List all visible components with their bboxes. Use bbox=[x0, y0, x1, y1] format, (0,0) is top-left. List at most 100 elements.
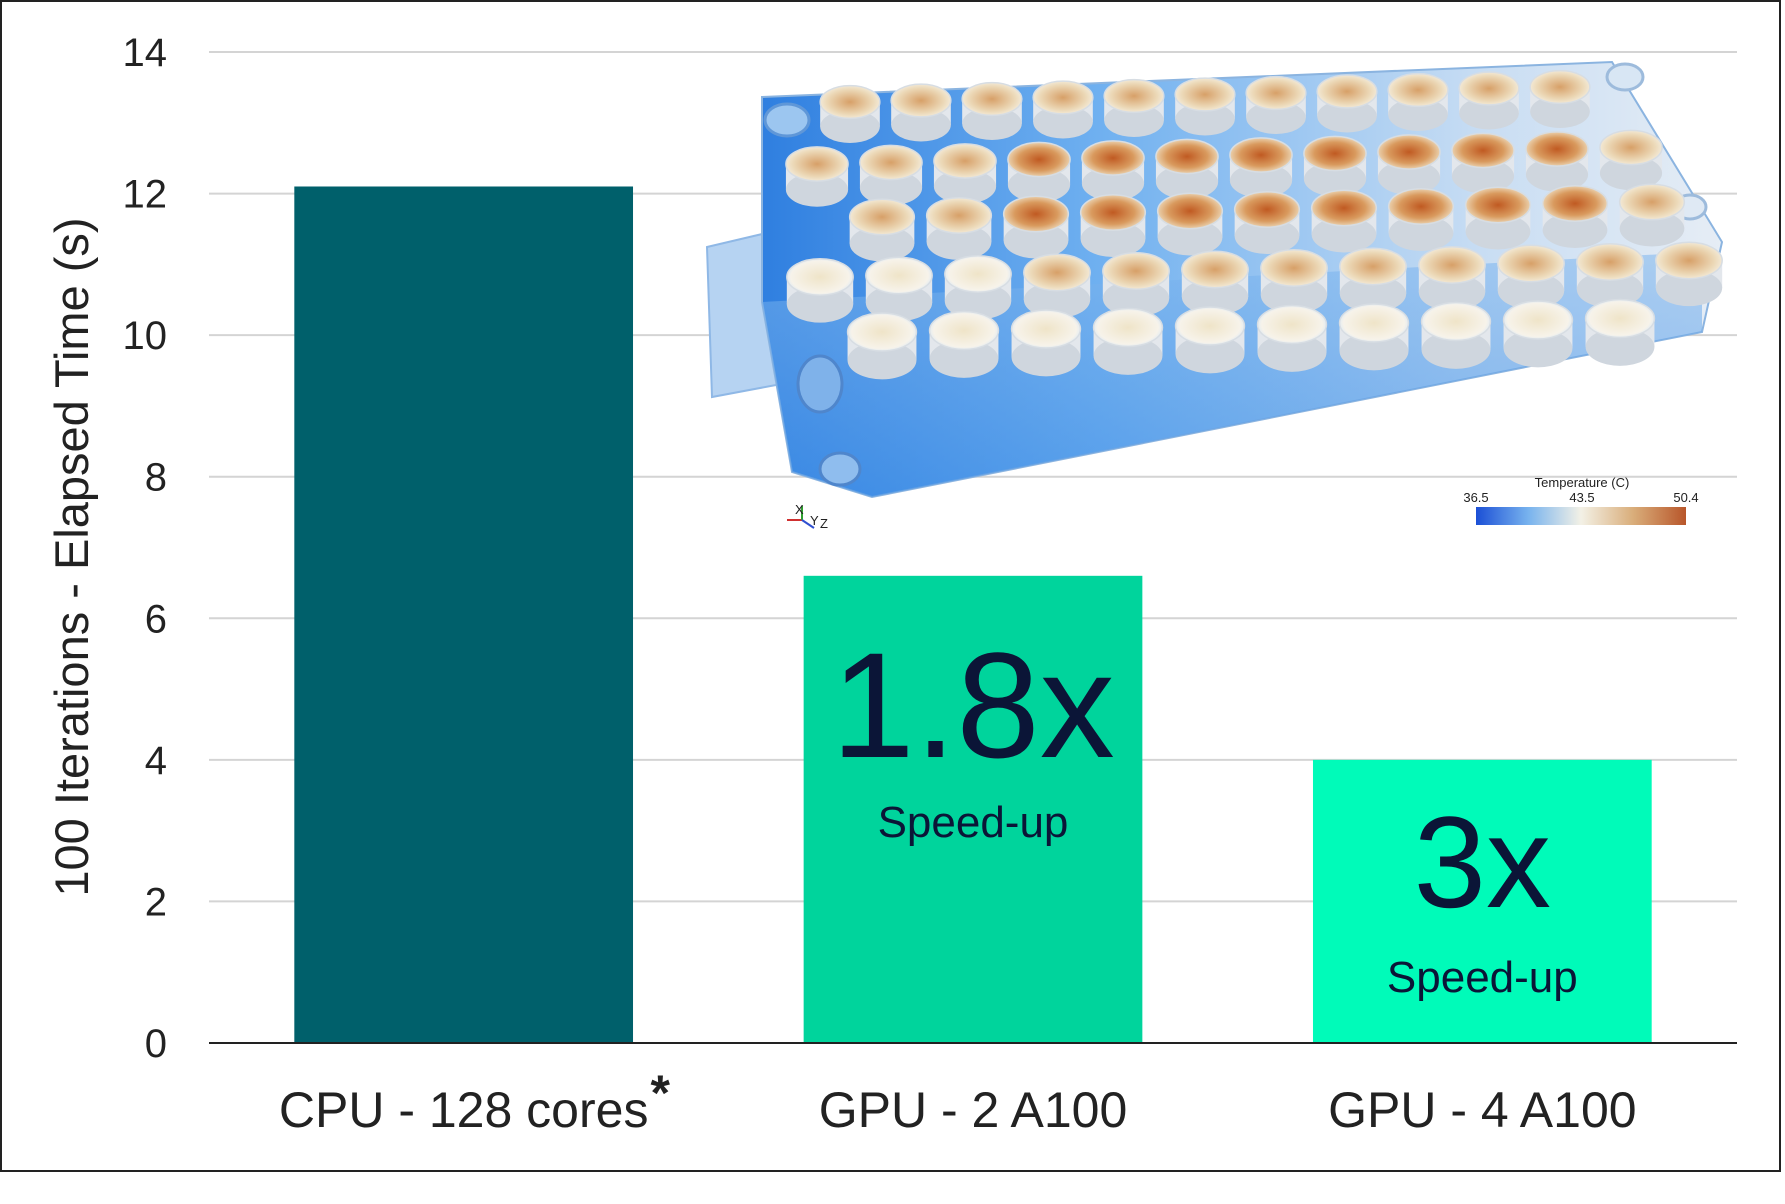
cell-bottom bbox=[1023, 281, 1091, 319]
y-tick-label: 4 bbox=[145, 739, 167, 783]
cell-cap bbox=[1464, 186, 1532, 224]
cell-bottom bbox=[865, 284, 933, 322]
cell-bottom bbox=[1246, 101, 1306, 135]
cell-cap bbox=[933, 143, 997, 179]
cell-cap bbox=[1525, 131, 1589, 167]
cell-cap bbox=[944, 255, 1012, 293]
cell-cap bbox=[846, 312, 918, 352]
cell-bottom bbox=[1542, 212, 1608, 248]
cell-cap bbox=[1023, 253, 1091, 292]
colorbar-min: 36.5 bbox=[1463, 490, 1488, 505]
cell-cap bbox=[1081, 140, 1145, 176]
y-axis-label: 100 Iterations - Elapsed Time (s) bbox=[45, 217, 98, 896]
cell-cap bbox=[1338, 303, 1410, 343]
coolant-port bbox=[763, 102, 811, 138]
x-category-label: CPU - 128 cores bbox=[279, 1082, 649, 1138]
cell-cap bbox=[819, 84, 881, 120]
cell-cap bbox=[1584, 298, 1656, 339]
cell-bottom bbox=[1451, 159, 1515, 194]
cell-cap bbox=[1079, 193, 1147, 232]
cell-bottom bbox=[820, 110, 880, 144]
bar bbox=[803, 575, 1143, 1043]
cell-cap bbox=[1174, 77, 1236, 112]
bars bbox=[294, 186, 1652, 1043]
cell-cap bbox=[1377, 134, 1441, 170]
cell-cap bbox=[890, 83, 952, 118]
cell-cap bbox=[961, 81, 1023, 117]
cell-bottom bbox=[1157, 219, 1223, 256]
cell-bottom bbox=[891, 108, 951, 142]
cell-cap bbox=[1316, 74, 1378, 109]
cell-cap bbox=[1618, 183, 1686, 221]
cell-cap bbox=[1529, 69, 1591, 105]
cell-bottom bbox=[1619, 210, 1685, 247]
cell-cap bbox=[1458, 71, 1520, 106]
cell-cap bbox=[1007, 141, 1071, 178]
coolant-port bbox=[796, 354, 844, 414]
cell-cap bbox=[1576, 243, 1644, 281]
cell-bottom bbox=[1421, 330, 1491, 369]
category-footnote-mark: * bbox=[650, 1065, 670, 1121]
cell-bottom bbox=[1339, 332, 1409, 371]
cell-bottom bbox=[929, 339, 999, 378]
colorbar-gradient bbox=[1476, 507, 1686, 525]
cell-bottom bbox=[1234, 218, 1300, 254]
axis-y-label: Y bbox=[810, 513, 819, 528]
speedup-label: Speed-up bbox=[878, 798, 1069, 847]
cell-bottom bbox=[1181, 278, 1249, 316]
cell-bottom bbox=[1311, 216, 1377, 253]
cell-bottom bbox=[1530, 95, 1590, 129]
cell-bottom bbox=[1011, 338, 1081, 377]
chart-frame: 0 2 4 6 8 10 12 14 100 Iterations - Elapsed Tim… bbox=[0, 0, 1781, 1172]
speedup-value: 3x bbox=[1414, 789, 1551, 935]
cell-cap bbox=[1181, 250, 1249, 289]
cell-cap bbox=[1002, 195, 1070, 233]
cell-cap bbox=[1420, 301, 1492, 342]
cell-cap bbox=[1174, 306, 1246, 346]
cell-bottom bbox=[1257, 333, 1327, 372]
cell-bottom bbox=[1525, 157, 1589, 192]
cell-cap bbox=[1339, 247, 1407, 286]
x-category-label: GPU - 2 A100 bbox=[819, 1082, 1128, 1138]
cell-cap bbox=[1451, 132, 1515, 169]
cell-cap bbox=[1102, 252, 1170, 290]
cell-bottom bbox=[1229, 163, 1293, 198]
axes-triad: X Y Z bbox=[787, 502, 828, 531]
cell-bottom bbox=[1317, 99, 1377, 133]
cell-cap bbox=[1655, 241, 1723, 280]
cell-cap bbox=[1599, 129, 1663, 166]
cell-cap bbox=[848, 198, 916, 236]
battery-cells bbox=[785, 69, 1723, 380]
cell-cap bbox=[1310, 189, 1378, 227]
cell-cap bbox=[1229, 137, 1293, 173]
cell-bottom bbox=[1497, 272, 1565, 310]
y-tick-label: 8 bbox=[145, 456, 167, 500]
cell-bottom bbox=[1033, 105, 1093, 139]
cell-bottom bbox=[1155, 165, 1219, 200]
axis-z-label: Z bbox=[820, 516, 828, 531]
cell-cap bbox=[1541, 184, 1609, 223]
cell-bottom bbox=[962, 107, 1022, 141]
cell-bottom bbox=[1081, 166, 1145, 201]
cell-cap bbox=[925, 196, 993, 235]
temperature-colorbar: Temperature (C) 36.5 43.5 50.4 bbox=[1463, 475, 1699, 525]
bar-chart: 0 2 4 6 8 10 12 14 100 Iterations - Elapsed Tim… bbox=[45, 31, 1737, 1138]
speedup-label: Speed-up bbox=[1387, 953, 1578, 1002]
cell-bottom bbox=[1459, 96, 1519, 130]
cell-bottom bbox=[847, 341, 917, 380]
cell-cap bbox=[1260, 249, 1328, 287]
y-tick-label: 6 bbox=[145, 597, 167, 641]
cell-cap bbox=[785, 146, 849, 182]
cell-bottom bbox=[1377, 160, 1441, 195]
colorbar-max: 50.4 bbox=[1673, 490, 1698, 505]
cell-bottom bbox=[859, 171, 923, 206]
y-tick-label: 2 bbox=[145, 880, 167, 924]
coolant-port bbox=[818, 451, 862, 487]
cell-bottom bbox=[1655, 269, 1723, 307]
x-category-labels: CPU - 128 cores * GPU - 2 A100 GPU - 4 A100 bbox=[279, 1065, 1637, 1138]
cell-bottom bbox=[1104, 104, 1164, 138]
cell-cap bbox=[865, 256, 933, 295]
cell-bottom bbox=[1465, 213, 1531, 250]
cell-bottom bbox=[1260, 277, 1328, 314]
cell-bottom bbox=[786, 286, 854, 323]
